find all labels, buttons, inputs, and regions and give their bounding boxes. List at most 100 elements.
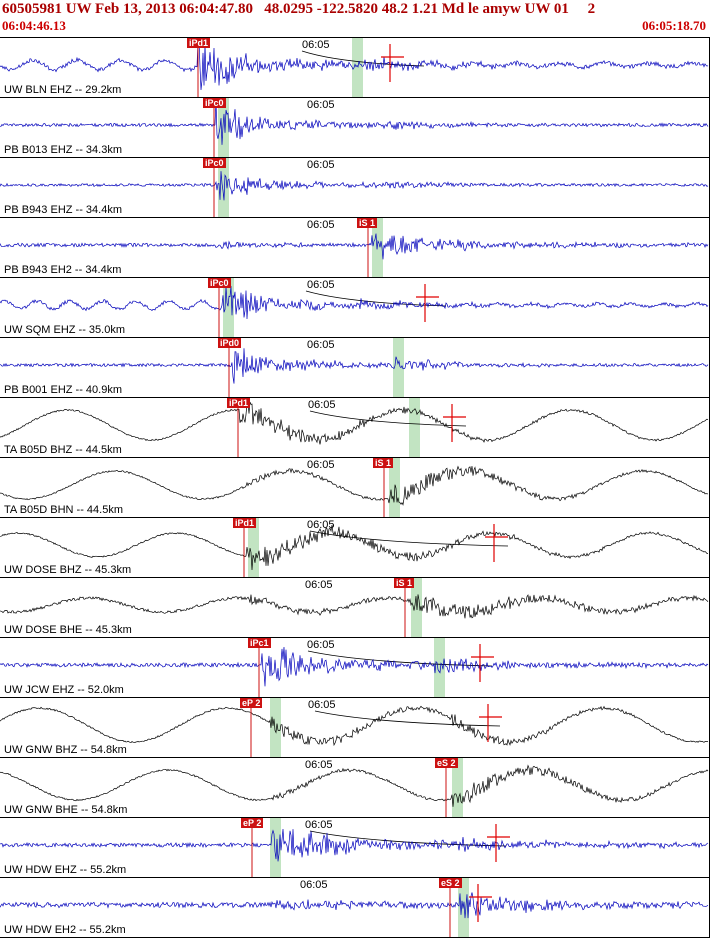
waveform-plot[interactable] [0,458,709,517]
waveform-plot[interactable] [0,278,709,337]
trace-panel[interactable]: eS 2 06:05 UW GNW BHE -- 54.8km [0,758,709,818]
seismogram-trace [0,525,708,571]
waveform-plot[interactable] [0,398,709,457]
time-tick-label: 06:05 [300,879,328,891]
pick-flag[interactable]: iPc0 [208,278,231,288]
trace-panel[interactable]: iPc0 06:05 PB B013 EHZ -- 34.3km [0,98,709,158]
waveform-plot[interactable] [0,338,709,397]
waveform-plot[interactable] [0,518,709,577]
station-label: UW JCW EHZ -- 52.0km [4,684,124,696]
s-window-band[interactable] [218,98,229,157]
waveform-plot[interactable] [0,878,709,937]
s-window-band[interactable] [270,818,281,877]
s-window-band[interactable] [452,758,463,817]
waveform-plot[interactable] [0,758,709,817]
window-end-time: 06:05:18.70 [642,18,706,33]
time-tick-label: 06:05 [307,339,335,351]
amplitude-pick-marker[interactable] [485,524,508,562]
amplitude-pick-marker[interactable] [471,644,494,682]
seismogram-trace [0,705,709,747]
time-tick-label: 06:05 [307,99,335,111]
pick-flag[interactable]: eP 2 [241,818,264,828]
pick-flag[interactable]: iPc0 [203,158,226,168]
trace-panel[interactable]: iS 1 06:05 UW DOSE BHE -- 45.3km [0,578,709,638]
window-start-time: 06:04:46.13 [2,18,66,33]
event-header: 60505981 UW Feb 13, 2013 06:04:47.80 48.… [0,0,710,37]
amplitude-pick-marker[interactable] [479,704,502,742]
station-label: TA B05D BHN -- 44.5km [4,504,123,516]
s-window-band[interactable] [248,518,259,577]
time-tick-label: 06:05 [305,579,333,591]
time-tick-label: 06:05 [305,759,333,771]
waveform-plot[interactable] [0,578,709,637]
station-label: UW GNW BHE -- 54.8km [4,804,128,816]
trace-panel[interactable]: iPd0 06:05 PB B001 EHZ -- 40.9km [0,338,709,398]
station-label: PB B943 EH2 -- 34.4km [4,264,122,276]
trace-panel[interactable]: iS 1 06:05 PB B943 EH2 -- 34.4km [0,218,709,278]
amplitude-pick-marker[interactable] [443,404,466,442]
s-window-band[interactable] [352,38,363,97]
trace-panel[interactable]: eS 2 06:05 UW HDW EH2 -- 55.2km [0,878,709,938]
pick-flag[interactable]: iS 1 [357,218,378,228]
seismogram-trace [0,171,709,201]
station-label: UW DOSE BHZ -- 45.3km [4,564,132,576]
trace-panel[interactable]: iPc1 06:05 UW JCW EHZ -- 52.0km [0,638,709,698]
pick-flag[interactable]: eP 2 [240,698,263,708]
pick-flag[interactable]: iPd1 [187,38,211,48]
amplitude-pick-marker[interactable] [469,884,492,922]
waveform-plot[interactable] [0,158,709,217]
waveform-plot[interactable] [0,818,709,877]
s-window-band[interactable] [270,698,281,757]
pick-flag[interactable]: iPd1 [233,518,257,528]
seismogram-trace [0,285,709,320]
time-tick-label: 06:05 [305,819,333,831]
waveform-plot[interactable] [0,38,709,97]
station-label: PB B013 EHZ -- 34.3km [4,144,122,156]
amplitude-pick-marker[interactable] [416,284,439,322]
seismogram-trace [0,39,709,91]
pick-flag[interactable]: iPd1 [227,398,251,408]
seismogram-trace [0,465,709,506]
time-range-row: 06:04:46.13 06:05:18.70 [0,18,710,34]
seismogram-trace [0,401,709,445]
trace-panel[interactable]: iPd1 06:05 UW BLN EHZ -- 29.2km [0,38,709,98]
s-window-band[interactable] [434,638,445,697]
trace-panel[interactable]: iPd1 06:05 TA B05D BHZ -- 44.5km [0,398,709,458]
seismogram-trace [0,828,709,862]
trace-panel[interactable]: iPc0 06:05 PB B943 EHZ -- 34.4km [0,158,709,218]
trace-panel[interactable]: eP 2 06:05 UW HDW EHZ -- 55.2km [0,818,709,878]
waveform-plot[interactable] [0,98,709,157]
s-window-band[interactable] [393,338,404,397]
seismogram-trace [0,348,709,384]
trace-panel[interactable]: eP 2 06:05 UW GNW BHZ -- 54.8km [0,698,709,758]
pick-flag[interactable]: eS 2 [435,758,458,768]
station-label: PB B001 EHZ -- 40.9km [4,384,122,396]
s-window-band[interactable] [409,398,420,457]
trace-panel[interactable]: iPd1 06:05 UW DOSE BHZ -- 45.3km [0,518,709,578]
waveform-plot[interactable] [0,218,709,277]
s-window-band[interactable] [218,158,229,217]
seismogram-trace [0,764,709,807]
pick-flag[interactable]: iPd0 [218,338,242,348]
time-tick-label: 06:05 [308,399,336,411]
waveform-plot[interactable] [0,698,709,757]
coda-decay-curve [309,530,509,547]
pick-flag[interactable]: iS 1 [394,578,415,588]
waveform-plot[interactable] [0,638,709,697]
pick-flag[interactable]: iPc0 [203,98,226,108]
station-label: UW HDW EHZ -- 55.2km [4,864,127,876]
trace-panel[interactable]: iS 1 06:05 TA B05D BHN -- 44.5km [0,458,709,518]
amplitude-pick-marker[interactable] [381,44,404,82]
s-window-band[interactable] [223,278,234,337]
time-tick-label: 06:05 [307,159,335,171]
pick-flag[interactable]: iPc1 [248,638,271,648]
pick-flag[interactable]: iS 1 [373,458,394,468]
station-label: UW GNW BHZ -- 54.8km [4,744,127,756]
station-label: UW BLN EHZ -- 29.2km [4,84,122,96]
pick-flag[interactable]: eS 2 [439,878,462,888]
coda-decay-curve [314,710,501,727]
time-tick-label: 06:05 [308,699,336,711]
amplitude-pick-marker[interactable] [487,824,510,862]
trace-panel[interactable]: iPc0 06:05 UW SQM EHZ -- 35.0km [0,278,709,338]
